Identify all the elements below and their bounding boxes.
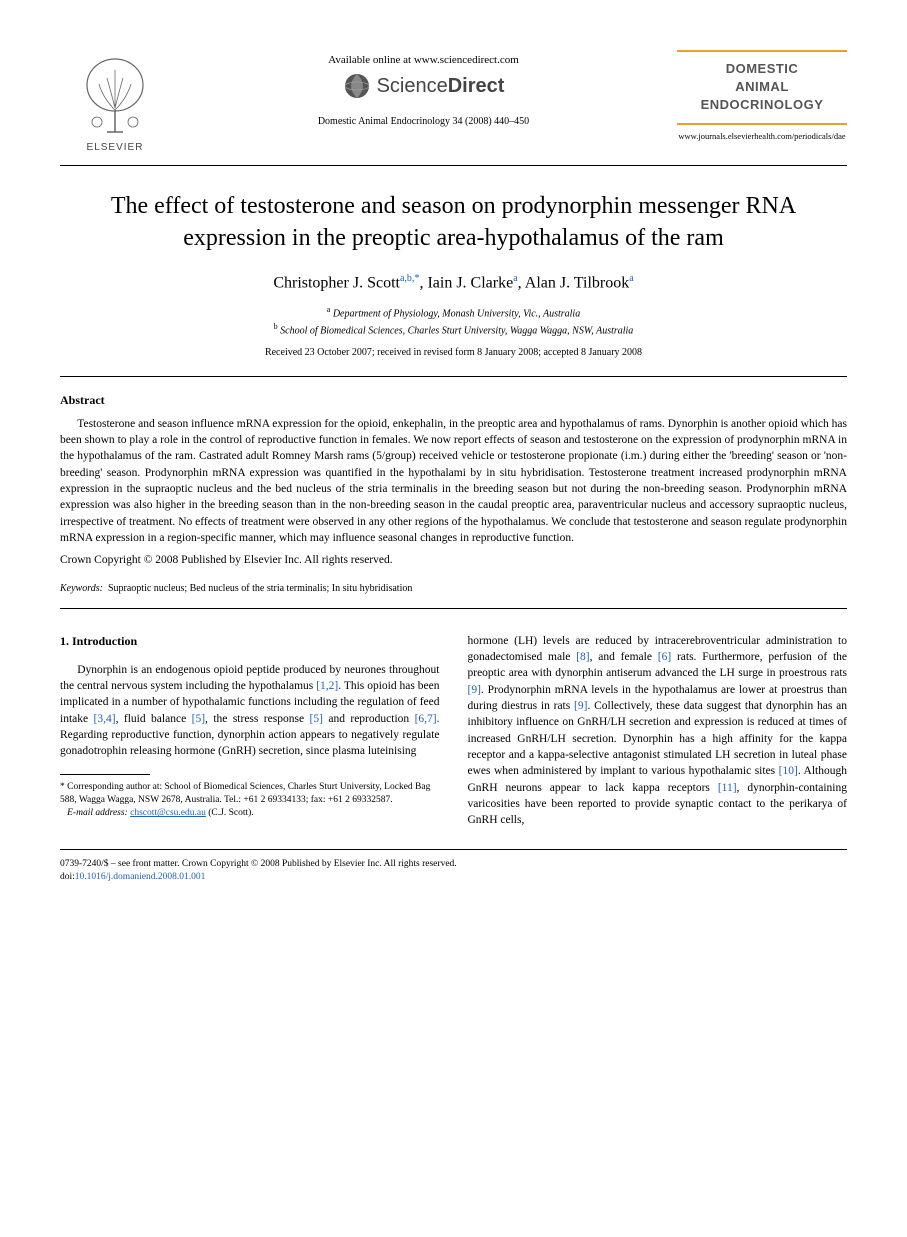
cite-6[interactable]: [6] (658, 651, 671, 663)
divider-footer (60, 849, 847, 850)
footer-doi-line: doi:10.1016/j.domaniend.2008.01.001 (60, 871, 847, 884)
affiliation-b-text: School of Biomedical Sciences, Charles S… (280, 326, 633, 337)
section-1-heading: 1. Introduction (60, 633, 440, 650)
cite-9b[interactable]: [9] (574, 700, 587, 712)
cite-1-2[interactable]: [1,2] (316, 680, 338, 692)
author-1: Christopher J. Scott (273, 274, 400, 291)
cite-8[interactable]: [8] (576, 651, 589, 663)
page-footer: 0739-7240/$ – see front matter. Crown Co… (60, 858, 847, 885)
keywords-text: Supraoptic nucleus; Bed nucleus of the s… (108, 583, 412, 594)
intro-paragraph-1-cont: hormone (LH) levels are reduced by intra… (468, 633, 848, 829)
sciencedirect-logo: ScienceDirect (170, 72, 677, 100)
cite-11[interactable]: [11] (718, 782, 737, 794)
footer-copyright: 0739-7240/$ – see front matter. Crown Co… (60, 858, 847, 871)
journal-reference: Domestic Animal Endocrinology 34 (2008) … (170, 116, 677, 127)
cite-10[interactable]: [10] (779, 765, 798, 777)
cite-5a[interactable]: [5] (192, 713, 205, 725)
divider-after-keywords (60, 608, 847, 609)
column-right: hormone (LH) levels are reduced by intra… (468, 633, 848, 829)
header-center: Available online at www.sciencedirect.co… (170, 50, 677, 127)
intro-paragraph-1: Dynorphin is an endogenous opioid peptid… (60, 662, 440, 760)
sciencedirect-ball-icon (343, 72, 371, 100)
elsevier-logo-block: ELSEVIER (60, 50, 170, 153)
article-title: The effect of testosterone and season on… (60, 190, 847, 255)
journal-name-box: DOMESTIC ANIMAL ENDOCRINOLOGY (677, 50, 847, 125)
divider-before-abstract (60, 376, 847, 377)
sciencedirect-text: ScienceDirect (377, 75, 505, 98)
elsevier-label: ELSEVIER (87, 142, 144, 153)
email-tail: (C.J. Scott). (206, 808, 254, 818)
abstract-heading: Abstract (60, 393, 847, 408)
abstract-copyright: Crown Copyright © 2008 Published by Else… (60, 552, 847, 568)
affiliations: a Department of Physiology, Monash Unive… (60, 304, 847, 339)
elsevier-tree-icon (75, 50, 155, 140)
cite-9a[interactable]: [9] (468, 684, 481, 696)
footnote-text: Corresponding author at: School of Biome… (60, 782, 430, 805)
affiliation-b: b School of Biomedical Sciences, Charles… (60, 321, 847, 338)
r2: , and female (590, 651, 658, 663)
cite-5b[interactable]: [5] (309, 713, 322, 725)
author-3-aff: a (629, 273, 633, 284)
author-1-aff: a,b, (400, 273, 414, 284)
t4: , the stress response (205, 713, 309, 725)
page-header: ELSEVIER Available online at www.science… (60, 50, 847, 153)
affiliation-a: a Department of Physiology, Monash Unive… (60, 304, 847, 321)
divider-top (60, 165, 847, 166)
email-label: E-mail address: (67, 808, 128, 818)
journal-name-line1: DOMESTIC (681, 60, 843, 78)
available-online-text: Available online at www.sciencedirect.co… (170, 54, 677, 66)
footnote-rule (60, 774, 150, 775)
corresponding-author-footnote: * Corresponding author at: School of Bio… (60, 781, 440, 821)
authors-line: Christopher J. Scotta,b,*, Iain J. Clark… (60, 273, 847, 292)
journal-title-box: DOMESTIC ANIMAL ENDOCRINOLOGY www.journa… (677, 50, 847, 141)
author-3: Alan J. Tilbrook (525, 274, 629, 291)
cite-3-4[interactable]: [3,4] (94, 713, 116, 725)
journal-url: www.journals.elsevierhealth.com/periodic… (677, 131, 847, 141)
keywords-label: Keywords: (60, 583, 103, 594)
column-left: 1. Introduction Dynorphin is an endogeno… (60, 633, 440, 829)
abstract-text: Testosterone and season influence mRNA e… (60, 416, 847, 547)
email-link[interactable]: chscott@csu.edu.au (130, 808, 206, 818)
journal-name-line2: ANIMAL (681, 78, 843, 96)
cite-6-7[interactable]: [6,7] (415, 713, 437, 725)
keywords-line: Keywords: Supraoptic nucleus; Bed nucleu… (60, 583, 847, 594)
doi-label: doi: (60, 872, 75, 882)
journal-name-line3: ENDOCRINOLOGY (681, 96, 843, 114)
t3: , fluid balance (116, 713, 192, 725)
t5: and reproduction (323, 713, 415, 725)
doi-link[interactable]: 10.1016/j.domaniend.2008.01.001 (75, 872, 206, 882)
footnote-email-line: E-mail address: chscott@csu.edu.au (C.J.… (60, 807, 440, 820)
author-2: Iain J. Clarke (427, 274, 513, 291)
body-columns: 1. Introduction Dynorphin is an endogeno… (60, 633, 847, 829)
author-sep-2: , (518, 274, 525, 291)
article-dates: Received 23 October 2007; received in re… (60, 347, 847, 358)
affiliation-a-text: Department of Physiology, Monash Univers… (333, 308, 580, 319)
